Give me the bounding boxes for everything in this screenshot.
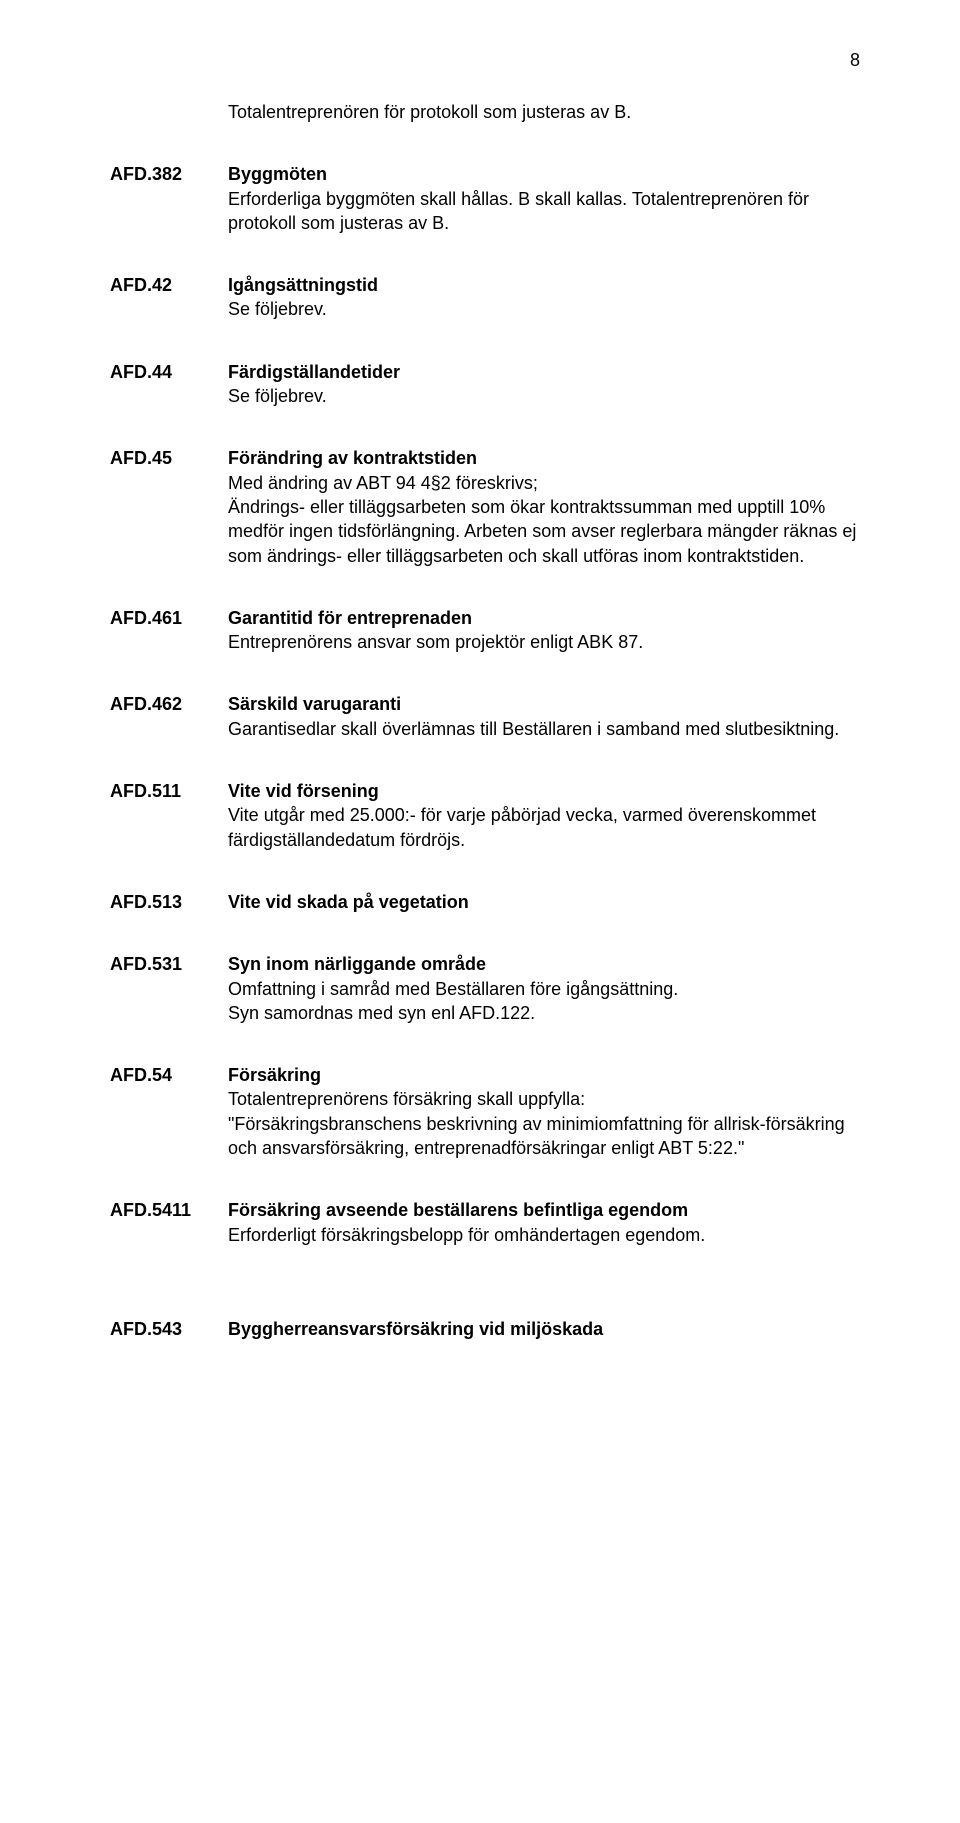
section-title: Förändring av kontraktstiden	[228, 448, 477, 468]
section-code: AFD.54	[110, 1063, 228, 1087]
section-code: AFD.531	[110, 952, 228, 976]
section-title: Vite vid skada på vegetation	[228, 892, 469, 912]
section-code: AFD.5411	[110, 1198, 228, 1222]
section-row: AFD.543Byggherreansvarsförsäkring vid mi…	[110, 1317, 860, 1341]
section-content: Förändring av kontraktstiden Med ändring …	[228, 446, 860, 567]
section-title: Försäkring	[228, 1065, 321, 1085]
section-title: Igångsättningstid	[228, 275, 378, 295]
section-body: Garantisedlar skall överlämnas till Best…	[228, 719, 839, 739]
section-content: Syn inom närliggande område Omfattning i …	[228, 952, 860, 1025]
section-body: Med ändring av ABT 94 4§2 föreskrivs;Änd…	[228, 473, 856, 566]
section-content: Färdigställandetider Se följebrev.	[228, 360, 860, 409]
section-title: Byggherreansvarsförsäkring vid miljöskad…	[228, 1319, 603, 1339]
section-title: Försäkring avseende beställarens befintl…	[228, 1200, 688, 1220]
section-code: AFD.462	[110, 692, 228, 716]
section-body: Se följebrev.	[228, 386, 327, 406]
section-code: AFD.461	[110, 606, 228, 630]
section-title: Färdigställandetider	[228, 362, 400, 382]
section-content: Försäkring avseende beställarens befintl…	[228, 1198, 860, 1247]
section-row: AFD.54Försäkring Totalentreprenörens förs…	[110, 1063, 860, 1160]
section-body: Totalentreprenörens försäkring skall upp…	[228, 1089, 845, 1158]
section-body: Entreprenörens ansvar som projektör enli…	[228, 632, 643, 652]
section-title: Särskild varugaranti	[228, 694, 401, 714]
section-title: Byggmöten	[228, 164, 327, 184]
section-code: AFD.382	[110, 162, 228, 186]
section-row: AFD.42Igångsättningstid Se följebrev.	[110, 273, 860, 322]
section-body: Erforderliga byggmöten skall hållas. B s…	[228, 189, 809, 233]
section-content: Försäkring Totalentreprenörens försäkring…	[228, 1063, 860, 1160]
section-row: AFD.45Förändring av kontraktstiden Med än…	[110, 446, 860, 567]
section-code: AFD.511	[110, 779, 228, 803]
section-content: Vite vid skada på vegetation	[228, 890, 860, 914]
section-content: Vite vid försening Vite utgår med 25.000:…	[228, 779, 860, 852]
section-body: Se följebrev.	[228, 299, 327, 319]
section-content: Byggherreansvarsförsäkring vid miljöskad…	[228, 1317, 860, 1341]
section-content: Igångsättningstid Se följebrev.	[228, 273, 860, 322]
section-code: AFD.45	[110, 446, 228, 470]
section-body: Erforderligt försäkringsbelopp för omhän…	[228, 1225, 705, 1245]
section-title: Garantitid för entreprenaden	[228, 608, 472, 628]
section-code: AFD.42	[110, 273, 228, 297]
section-row: AFD.461Garantitid för entreprenaden Entre…	[110, 606, 860, 655]
section-content: Särskild varugaranti Garantisedlar skall …	[228, 692, 860, 741]
document-page: 8 Totalentreprenören för protokoll som j…	[0, 0, 960, 1823]
page-number: 8	[850, 50, 860, 71]
section-content: Garantitid för entreprenaden Entreprenöre…	[228, 606, 860, 655]
section-row: AFD.5411Försäkring avseende beställarens…	[110, 1198, 860, 1247]
section-title: Vite vid försening	[228, 781, 379, 801]
section-code: AFD.513	[110, 890, 228, 914]
section-row: AFD.44Färdigställandetider Se följebrev.	[110, 360, 860, 409]
section-code: AFD.44	[110, 360, 228, 384]
section-title: Syn inom närliggande område	[228, 954, 486, 974]
section-row: AFD.382Byggmöten Erforderliga byggmöten s…	[110, 162, 860, 235]
intro-paragraph: Totalentreprenören för protokoll som jus…	[228, 100, 860, 124]
section-code: AFD.543	[110, 1317, 228, 1341]
section-row: AFD.462Särskild varugaranti Garantisedlar…	[110, 692, 860, 741]
section-body: Vite utgår med 25.000:- för varje påbörj…	[228, 805, 816, 849]
section-content: Byggmöten Erforderliga byggmöten skall hå…	[228, 162, 860, 235]
sections-container: AFD.382Byggmöten Erforderliga byggmöten s…	[110, 162, 860, 1341]
section-row: AFD.531Syn inom närliggande område Omfatt…	[110, 952, 860, 1025]
section-row: AFD.511Vite vid försening Vite utgår med …	[110, 779, 860, 852]
section-body: Omfattning i samråd med Beställaren före…	[228, 979, 678, 1023]
section-row: AFD.513Vite vid skada på vegetation	[110, 890, 860, 914]
